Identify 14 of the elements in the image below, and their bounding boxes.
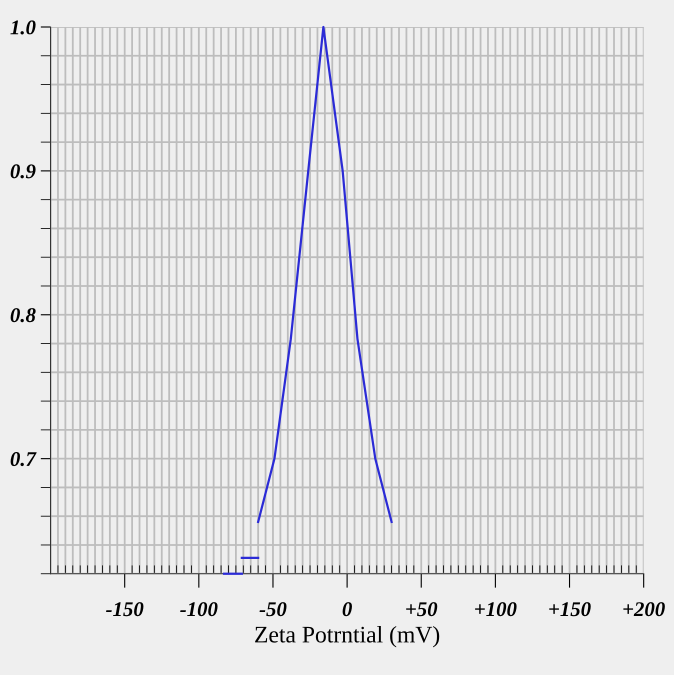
y-tick-label: 0.8 (10, 308, 36, 322)
line-series (257, 26, 393, 524)
y-tick-label: 0.9 (10, 164, 36, 178)
y-tick-label: 0.7 (10, 452, 37, 466)
x-axis-title: Zeta Potrntial (mV) (255, 626, 440, 648)
x-tick-label: +100 (475, 602, 517, 616)
x-tick-label: +150 (549, 602, 591, 616)
x-tick-label: -150 (106, 602, 144, 616)
y-tick-label: 1.0 (10, 20, 36, 35)
x-tick-label: -50 (260, 602, 286, 616)
x-tick-label: +50 (406, 602, 438, 616)
x-tick-label: +200 (623, 602, 665, 616)
x-tick-label: -100 (180, 602, 218, 616)
x-tick-label: 0 (342, 602, 352, 616)
